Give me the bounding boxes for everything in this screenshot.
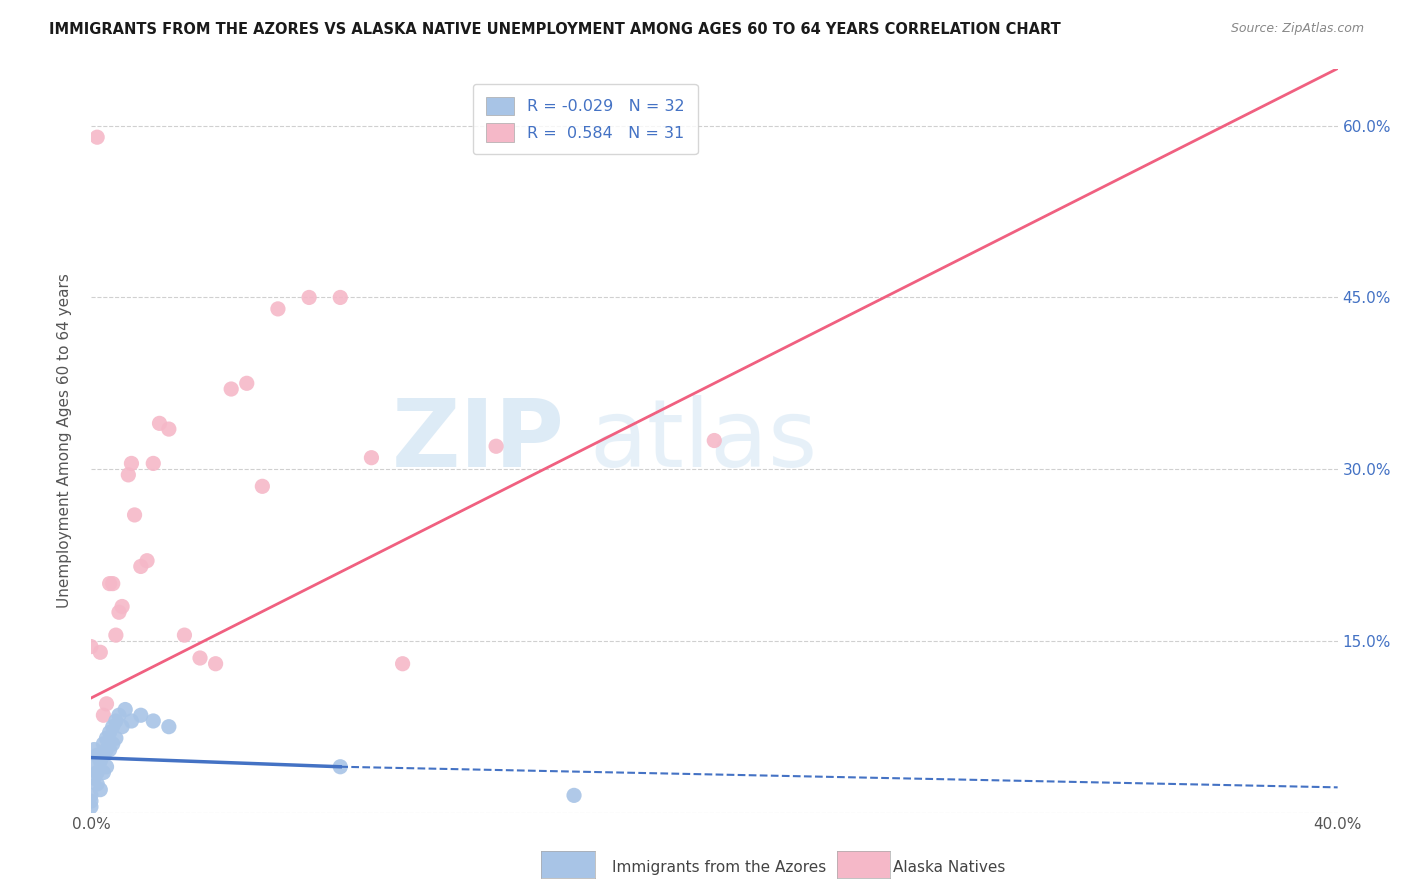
Point — [117, 467, 139, 482]
Point — [142, 457, 165, 471]
Point — [219, 382, 242, 396]
Point — [157, 422, 180, 436]
Point — [98, 742, 121, 756]
Point — [93, 748, 115, 763]
Legend: R = -0.029   N = 32, R =  0.584   N = 31: R = -0.029 N = 32, R = 0.584 N = 31 — [472, 84, 697, 154]
Point — [93, 708, 115, 723]
Point — [267, 301, 290, 316]
Text: ZIP: ZIP — [392, 394, 565, 486]
Point — [703, 434, 725, 448]
Point — [391, 657, 413, 671]
Point — [173, 628, 195, 642]
Point — [129, 559, 152, 574]
Point — [80, 794, 103, 808]
Point — [80, 640, 103, 654]
Point — [108, 605, 131, 619]
Point — [83, 771, 105, 785]
Point — [236, 376, 259, 391]
Point — [104, 714, 127, 728]
Point — [89, 782, 111, 797]
Point — [329, 760, 352, 774]
Point — [204, 657, 226, 671]
Point — [96, 697, 118, 711]
Point — [298, 290, 321, 304]
Point — [93, 765, 115, 780]
Point — [80, 789, 103, 803]
Text: atlas: atlas — [589, 394, 818, 486]
Point — [83, 742, 105, 756]
Y-axis label: Unemployment Among Ages 60 to 64 years: Unemployment Among Ages 60 to 64 years — [58, 273, 72, 608]
Point — [101, 720, 124, 734]
Point — [136, 554, 159, 568]
Point — [120, 457, 142, 471]
Text: Source: ZipAtlas.com: Source: ZipAtlas.com — [1230, 22, 1364, 36]
Point — [252, 479, 274, 493]
Point — [104, 731, 127, 746]
Point — [98, 725, 121, 739]
Point — [360, 450, 382, 465]
Point — [111, 599, 134, 614]
Point — [80, 800, 103, 814]
Point — [108, 708, 131, 723]
Point — [562, 789, 585, 803]
Point — [120, 714, 142, 728]
Point — [86, 748, 108, 763]
Point — [111, 720, 134, 734]
Point — [485, 439, 508, 453]
Point — [96, 742, 118, 756]
Point — [129, 708, 152, 723]
Text: Immigrants from the Azores: Immigrants from the Azores — [612, 860, 825, 874]
Point — [101, 576, 124, 591]
Point — [86, 765, 108, 780]
Text: Alaska Natives: Alaska Natives — [893, 860, 1005, 874]
Point — [98, 576, 121, 591]
Text: IMMIGRANTS FROM THE AZORES VS ALASKA NATIVE UNEMPLOYMENT AMONG AGES 60 TO 64 YEA: IMMIGRANTS FROM THE AZORES VS ALASKA NAT… — [49, 22, 1062, 37]
Point — [96, 731, 118, 746]
Point — [104, 628, 127, 642]
Point — [89, 645, 111, 659]
Point — [83, 760, 105, 774]
Point — [96, 760, 118, 774]
Point — [114, 702, 136, 716]
Point — [86, 130, 108, 145]
Point — [86, 777, 108, 791]
Point — [329, 290, 352, 304]
Point — [157, 720, 180, 734]
Point — [142, 714, 165, 728]
Point — [101, 737, 124, 751]
Point — [148, 417, 170, 431]
Point — [188, 651, 211, 665]
Point — [124, 508, 146, 522]
Point — [93, 737, 115, 751]
Point — [89, 754, 111, 768]
